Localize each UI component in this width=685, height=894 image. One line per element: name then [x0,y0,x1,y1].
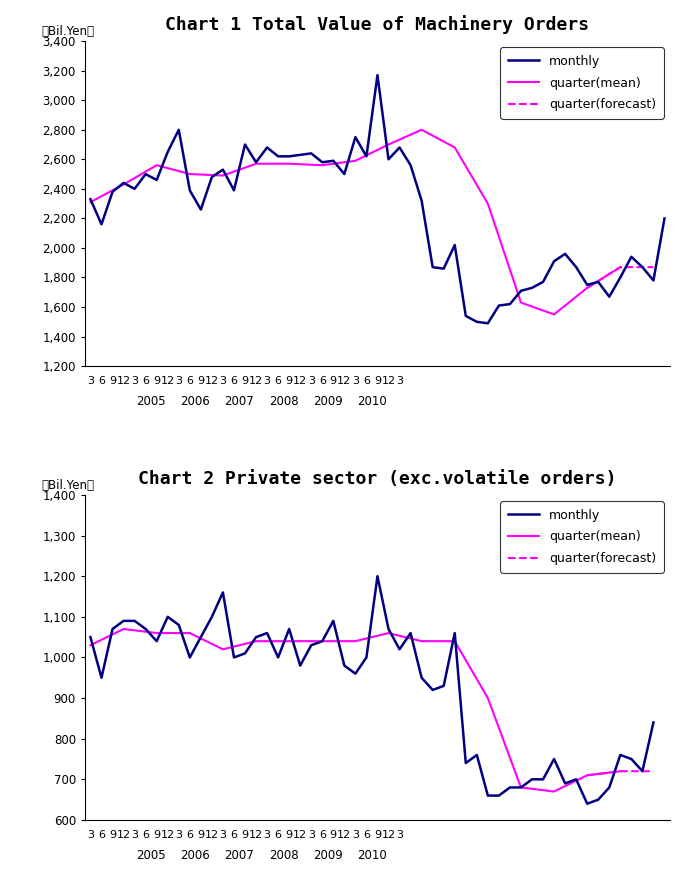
Text: （Bil.Yen）: （Bil.Yen） [41,478,94,492]
quarter(mean) [484,198,492,209]
monthly [285,624,293,635]
quarter(mean) [517,297,525,308]
monthly [429,262,437,273]
Text: 2007: 2007 [225,395,254,409]
monthly [373,70,382,80]
Text: （Bil.Yen）: （Bil.Yen） [41,25,94,38]
quarter(mean) [418,636,426,646]
quarter(mean) [285,636,293,646]
quarter(mean) [616,766,625,777]
Text: 2006: 2006 [180,849,210,862]
quarter(mean) [550,786,558,797]
quarter(mean) [186,628,194,638]
quarter(mean) [119,624,127,635]
quarter(mean) [252,636,260,646]
monthly [550,256,558,266]
Text: 2008: 2008 [269,395,299,409]
quarter(mean) [451,636,459,646]
quarter(forecast) [649,262,658,273]
Text: 2009: 2009 [313,395,342,409]
quarter(mean) [318,160,326,171]
Line: quarter(forecast): quarter(forecast) [587,267,653,288]
quarter(mean) [451,142,459,153]
monthly [86,194,95,205]
quarter(forecast) [583,283,591,293]
monthly [395,644,403,654]
quarter(forecast) [616,766,625,777]
monthly [131,615,139,626]
quarter(mean) [550,309,558,320]
monthly [473,316,481,327]
quarter(forecast) [649,766,658,777]
quarter(mean) [351,636,360,646]
quarter(forecast) [616,262,625,273]
quarter(mean) [219,170,227,181]
Title: Chart 1 Total Value of Machinery Orders: Chart 1 Total Value of Machinery Orders [165,15,590,34]
quarter(mean) [86,197,95,207]
quarter(mean) [484,693,492,704]
quarter(mean) [384,139,393,150]
monthly [351,669,360,679]
monthly [583,798,591,809]
monthly [373,570,382,581]
Line: quarter(forecast): quarter(forecast) [587,772,653,775]
Text: 2007: 2007 [225,849,254,862]
quarter(mean) [86,640,95,651]
quarter(mean) [418,124,426,135]
monthly [440,680,448,691]
monthly [649,717,658,728]
quarter(mean) [285,158,293,169]
Text: 2009: 2009 [313,849,342,862]
monthly [484,318,492,329]
monthly [440,263,448,274]
Text: 2005: 2005 [136,849,166,862]
Line: monthly: monthly [90,576,653,804]
Legend: monthly, quarter(mean), quarter(forecast): monthly, quarter(mean), quarter(forecast… [500,502,664,573]
monthly [462,310,470,321]
quarter(mean) [219,644,227,654]
monthly [660,213,669,224]
Text: 2005: 2005 [136,395,166,409]
Legend: monthly, quarter(mean), quarter(forecast): monthly, quarter(mean), quarter(forecast… [500,47,664,119]
monthly [462,758,470,769]
quarter(mean) [119,179,127,190]
Line: quarter(mean): quarter(mean) [90,629,621,791]
Text: 2006: 2006 [180,395,210,409]
Text: 2008: 2008 [269,849,299,862]
quarter(mean) [252,158,260,169]
quarter(mean) [186,169,194,180]
quarter(mean) [153,160,161,171]
quarter(mean) [318,636,326,646]
Text: 2010: 2010 [357,849,387,862]
quarter(mean) [351,156,360,166]
quarter(mean) [583,283,591,293]
quarter(forecast) [583,770,591,780]
quarter(mean) [384,628,393,638]
quarter(mean) [153,628,161,638]
Text: 2010: 2010 [357,395,387,409]
quarter(mean) [583,770,591,780]
Line: quarter(mean): quarter(mean) [90,130,621,315]
monthly [86,632,95,643]
Title: Chart 2 Private sector (exc.volatile orders): Chart 2 Private sector (exc.volatile ord… [138,470,616,488]
Line: monthly: monthly [90,75,664,324]
monthly [241,139,249,150]
quarter(mean) [517,782,525,793]
quarter(mean) [616,262,625,273]
